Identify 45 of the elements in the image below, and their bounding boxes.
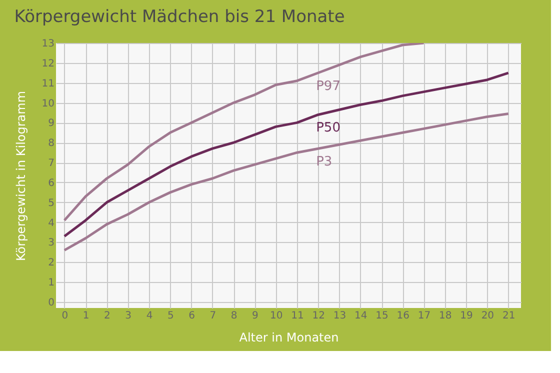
x-tick-label: 7 — [210, 310, 216, 322]
y-tick-label: 8 — [48, 138, 54, 150]
x-tick-label: 13 — [333, 310, 346, 322]
y-axis-title: Körpergewicht in Kilogramm — [14, 90, 28, 262]
x-tick-label: 0 — [62, 310, 68, 322]
y-tick-label: 0 — [48, 298, 54, 309]
y-tick-label: 13 — [42, 38, 54, 50]
x-tick-label: 10 — [270, 310, 283, 322]
y-tick-label: 7 — [48, 158, 54, 170]
y-tick-label: 3 — [48, 238, 54, 249]
y-tick-label: 12 — [42, 58, 54, 70]
chart-title: Körpergewicht Mädchen bis 21 Monate — [14, 7, 345, 27]
y-tick-label: 4 — [48, 218, 54, 229]
y-tick-label: 11 — [42, 78, 54, 90]
line-series — [63, 112, 510, 252]
x-tick-label: 3 — [125, 310, 132, 322]
y-tick-label: 6 — [48, 178, 54, 189]
y-tick-label: 2 — [48, 258, 54, 269]
y-tick-label: 9 — [48, 118, 54, 130]
y-tick-label: 5 — [48, 198, 54, 209]
x-tick-label: 9 — [252, 310, 258, 322]
x-tick-label: 6 — [188, 310, 195, 322]
x-tick-label: 20 — [481, 310, 494, 322]
x-tick-label: 2 — [104, 310, 110, 322]
x-tick-label: 8 — [230, 310, 238, 322]
x-tick-label: 5 — [167, 310, 174, 322]
x-tick-label: 21 — [502, 310, 516, 322]
x-tick-label: 15 — [376, 310, 388, 322]
x-tick-label: 16 — [396, 310, 410, 322]
line-series — [63, 43, 426, 222]
x-tick-label: 18 — [439, 310, 452, 322]
x-tick-label: 11 — [291, 310, 304, 322]
series-label: P97 — [316, 78, 340, 94]
x-tick-label: 1 — [82, 310, 90, 322]
y-tick-label: 1 — [48, 278, 54, 289]
x-axis-title: Alter in Monaten — [239, 330, 339, 344]
x-tick-label: 17 — [418, 310, 431, 322]
x-tick-label: 4 — [146, 310, 153, 322]
series-label: P50 — [316, 120, 340, 136]
x-tick-label: 12 — [312, 310, 325, 322]
x-tick-label: 14 — [354, 310, 368, 322]
y-tick-label: 10 — [42, 98, 54, 110]
series-label: P3 — [316, 154, 332, 170]
line-series — [63, 72, 510, 238]
x-tick-label: 19 — [460, 310, 473, 322]
